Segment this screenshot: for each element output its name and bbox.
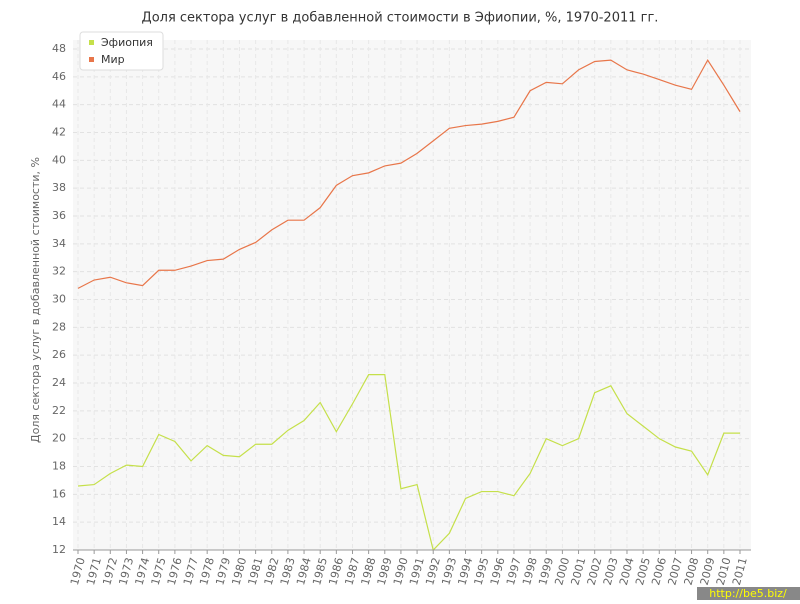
- y-tick-label: 28: [52, 320, 66, 333]
- series-line: [77, 58, 741, 289]
- y-tick-label: 32: [52, 265, 66, 278]
- y-tick-label: 36: [52, 209, 66, 222]
- y-tick-label: 22: [52, 404, 66, 417]
- y-tick-label: 12: [52, 543, 66, 556]
- legend-label: Эфиопия: [101, 36, 153, 49]
- series-line: [77, 374, 740, 552]
- legend-swatch: [89, 40, 94, 45]
- y-tick-label: 30: [52, 293, 66, 306]
- y-axis-label: Доля сектора услуг в добавленной стоимос…: [29, 157, 42, 443]
- y-tick-label: 18: [52, 460, 66, 473]
- watermark: http://be5.biz/: [709, 587, 787, 600]
- chart-title: Доля сектора услуг в добавленной стоимос…: [142, 11, 659, 26]
- y-tick-label: 26: [52, 348, 66, 361]
- y-tick-label: 16: [52, 487, 66, 500]
- y-tick-label: 14: [52, 515, 66, 528]
- legend-label: Мир: [101, 53, 125, 66]
- watermark-bg: [697, 587, 800, 600]
- y-tick-label: 34: [52, 237, 66, 250]
- y-tick-label: 48: [52, 42, 66, 55]
- plot-area: [73, 40, 751, 550]
- legend-box: [79, 31, 164, 71]
- y-tick-label: 20: [52, 432, 66, 445]
- y-tick-label: 24: [52, 376, 66, 389]
- y-tick-label: 42: [52, 126, 66, 139]
- y-tick-label: 44: [52, 98, 66, 111]
- y-tick-label: 40: [52, 153, 66, 166]
- legend-swatch: [89, 57, 94, 62]
- y-tick-label: 38: [52, 181, 66, 194]
- y-tick-label: 46: [52, 70, 66, 83]
